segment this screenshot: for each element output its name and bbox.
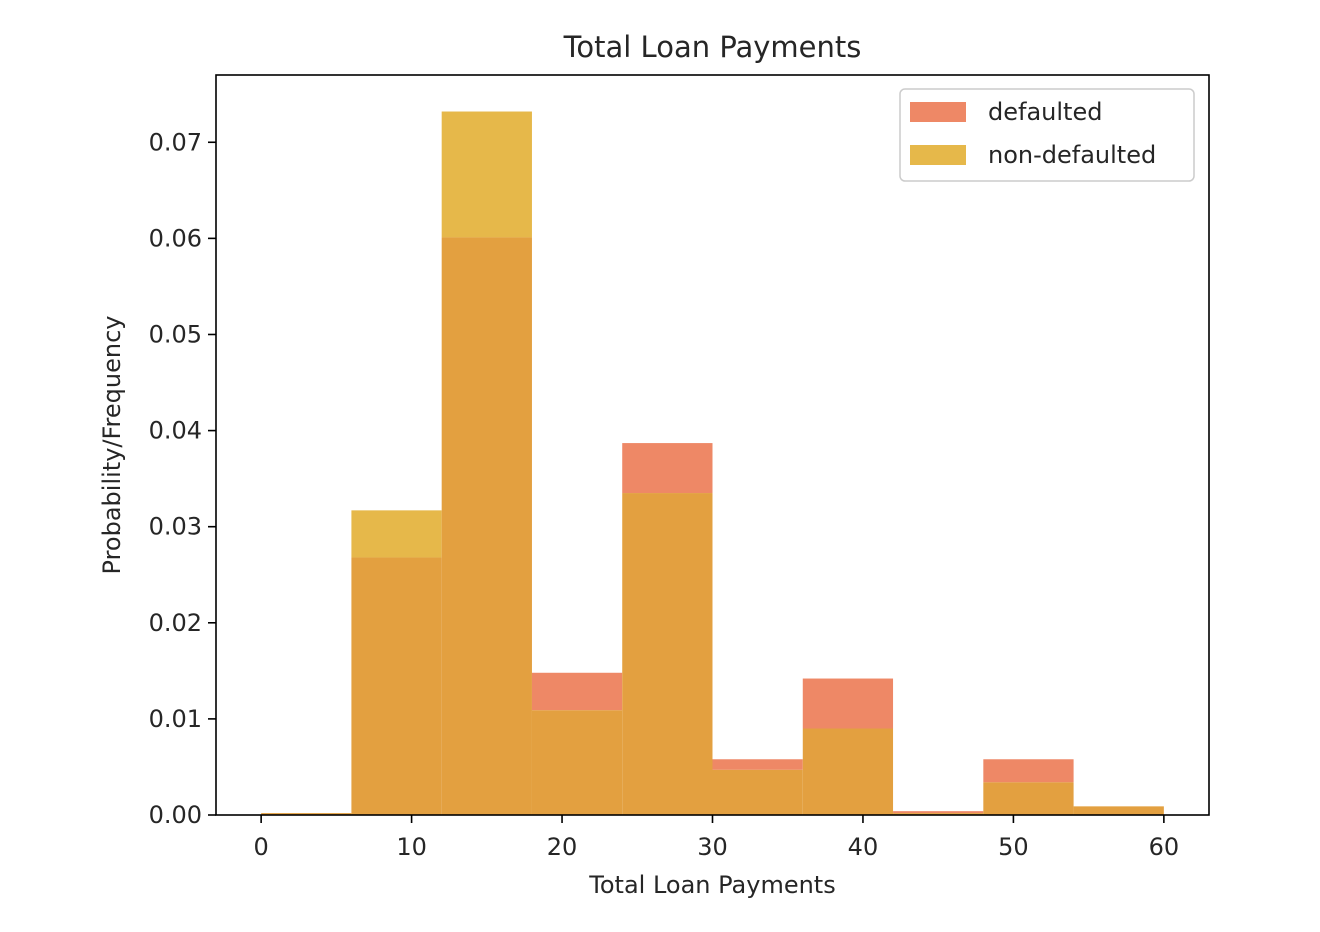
bar-overlap-bin-4 [622, 493, 713, 815]
y-tick-label: 0.04 [149, 417, 202, 445]
chart-title: Total Loan Payments [563, 30, 862, 64]
x-tick-label: 10 [396, 833, 427, 861]
bar-defaulted-bin-3 [531, 672, 623, 711]
bar-defaulted-bin-5 [712, 759, 803, 770]
x-tick-label: 50 [998, 833, 1029, 861]
bar-overlap-bin-6 [802, 728, 894, 815]
bar-non-defaulted-bin-2 [441, 111, 532, 238]
legend-swatch-non-defaulted [910, 145, 966, 165]
y-tick-label: 0.01 [149, 705, 202, 733]
x-axis-label: Total Loan Payments [588, 871, 835, 899]
legend-label-non-defaulted: non-defaulted [988, 141, 1156, 169]
bar-defaulted-bin-7 [893, 811, 984, 814]
bar-defaulted-bin-8 [983, 759, 1074, 783]
y-tick-label: 0.00 [149, 801, 202, 829]
x-tick-label: 30 [697, 833, 728, 861]
ticks-layer: 0 10 20 30 40 50 60 0.00 0.01 0.02 0.03 0.04 0.05 0.0… [149, 128, 1180, 861]
bar-overlap-bin-2 [441, 237, 532, 815]
bar-overlap-bin-7 [893, 813, 984, 815]
bar-overlap-bin-1 [351, 557, 442, 815]
bar-overlap-bin-5 [712, 769, 803, 815]
legend: defaulted non-defaulted [899, 88, 1195, 182]
y-tick-label: 0.06 [149, 224, 202, 252]
bar-defaulted-bin-4 [622, 443, 713, 494]
x-tick-label: 40 [848, 833, 879, 861]
y-axis-label: Probability/Frequency [98, 316, 126, 575]
y-tick-label: 0.07 [149, 128, 202, 156]
y-tick-label: 0.02 [149, 609, 202, 637]
bar-defaulted-bin-6 [802, 678, 894, 729]
legend-box [899, 88, 1195, 182]
legend-label-defaulted: defaulted [988, 98, 1102, 126]
bars-layer [261, 111, 1164, 815]
bar-overlap-bin-0 [261, 813, 352, 815]
legend-swatch-defaulted [910, 102, 966, 122]
x-tick-label: 20 [547, 833, 578, 861]
bar-overlap-bin-8 [983, 782, 1074, 815]
x-tick-label: 60 [1149, 833, 1180, 861]
bar-non-defaulted-bin-1 [351, 510, 442, 558]
bar-overlap-bin-9 [1073, 806, 1164, 815]
bar-overlap-bin-3 [531, 710, 623, 815]
y-tick-label: 0.05 [149, 320, 202, 348]
x-tick-label: 0 [253, 833, 268, 861]
y-tick-label: 0.03 [149, 513, 202, 541]
